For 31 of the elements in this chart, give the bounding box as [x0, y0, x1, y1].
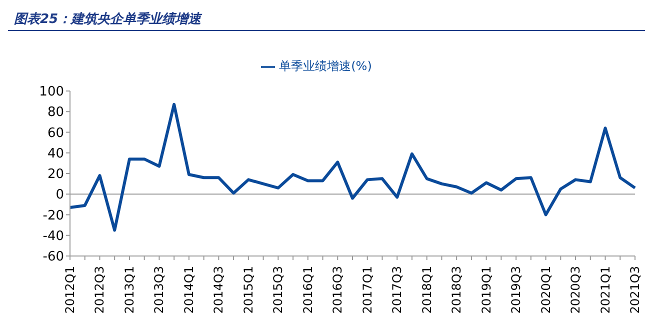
y-tick-label: -60 [42, 250, 64, 265]
x-tick-label: 2018Q3 [450, 266, 464, 314]
x-tick-label: 2013Q1 [122, 266, 136, 314]
y-tick-label: 80 [47, 105, 64, 120]
x-tick-label: 2021Q1 [598, 266, 612, 314]
chart-title: 图表25：建筑央企单季业绩增速 [14, 10, 202, 28]
y-tick-label: 100 [39, 84, 64, 100]
x-tick-label: 2014Q1 [182, 266, 196, 314]
x-tick-label: 2015Q1 [241, 266, 256, 314]
x-tick-label: 2021Q3 [628, 266, 642, 314]
y-tick-label: -20 [42, 208, 64, 224]
x-tick-label: 2016Q3 [330, 266, 345, 314]
x-tick-label: 2012Q3 [92, 266, 107, 314]
x-tick-label: 2019Q1 [479, 266, 494, 314]
y-tick-label: 60 [47, 126, 64, 141]
x-tick-label: 2014Q3 [212, 266, 226, 314]
x-tick-label: 2017Q3 [390, 266, 404, 314]
x-tick-label: 2015Q3 [271, 266, 286, 314]
legend-label: 单季业绩增速(%) [279, 59, 372, 73]
x-tick-label: 2016Q1 [300, 266, 315, 314]
y-tick-label: 40 [47, 146, 64, 162]
x-tick-label: 2013Q3 [152, 266, 166, 314]
x-tick-label: 2020Q1 [538, 266, 553, 314]
x-tick-label: 2018Q1 [420, 266, 434, 314]
y-tick-label: 0 [56, 188, 64, 203]
y-tick-label: -40 [42, 228, 64, 244]
x-tick-label: 2019Q3 [509, 266, 524, 314]
y-tick-label: 20 [47, 167, 64, 182]
x-tick-label: 2017Q1 [360, 266, 374, 314]
x-tick-label: 2012Q1 [63, 266, 77, 314]
x-tick-label: 2020Q3 [568, 266, 583, 314]
